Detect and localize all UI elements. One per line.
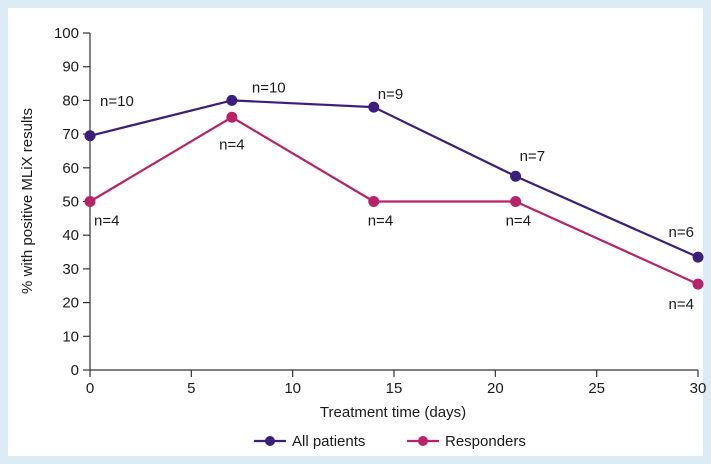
data-point xyxy=(368,196,380,207)
y-axis-label: % with positive MLiX results xyxy=(19,108,36,294)
data-label: n=4 xyxy=(506,213,531,230)
chart-panel xyxy=(8,8,703,456)
y-tick-label: 10 xyxy=(62,328,79,345)
data-label: n=9 xyxy=(378,86,403,103)
data-point xyxy=(226,111,238,123)
x-tick-label: 25 xyxy=(588,380,605,397)
data-labels: n=10 n=10 n=9 n=7 n=6 n=4 n=4 n=4 n=4 n=4 xyxy=(94,79,694,313)
axes: 0 10 20 30 40 50 60 70 80 90 100 0 5 10 15 20 25 30 xyxy=(54,25,706,397)
y-tick-label: 0 xyxy=(71,362,79,379)
data-point xyxy=(510,170,522,182)
series-lines xyxy=(84,94,704,290)
data-point xyxy=(84,130,96,142)
x-tick-label: 5 xyxy=(187,380,195,397)
data-label: n=7 xyxy=(520,148,545,165)
data-label: n=10 xyxy=(252,79,286,96)
x-axis-label: Treatment time (days) xyxy=(320,404,466,421)
data-label: n=4 xyxy=(368,213,393,230)
x-tick-label: 10 xyxy=(284,380,301,397)
data-point xyxy=(692,278,704,290)
data-point xyxy=(510,196,522,207)
x-tick-label: 30 xyxy=(690,380,707,397)
y-tick-label: 90 xyxy=(62,59,79,76)
data-point xyxy=(692,251,704,263)
y-tick-label: 30 xyxy=(62,261,79,278)
data-point xyxy=(84,196,96,207)
y-tick-label: 80 xyxy=(62,92,79,109)
y-tick-label: 40 xyxy=(62,227,79,244)
x-tick-label: 15 xyxy=(386,380,403,397)
legend-swatch-marker xyxy=(265,436,275,446)
legend-item: All patients xyxy=(254,433,365,450)
y-tick-label: 100 xyxy=(54,25,79,42)
data-label: n=4 xyxy=(669,296,694,313)
y-tick-label: 70 xyxy=(62,126,79,143)
data-point xyxy=(368,101,380,113)
y-tick-label: 50 xyxy=(62,194,79,211)
x-tick-label: 20 xyxy=(487,380,504,397)
data-label: n=10 xyxy=(100,93,134,110)
legend-item: Responders xyxy=(407,433,526,450)
data-label: n=6 xyxy=(669,224,694,241)
x-tick-label: 0 xyxy=(86,380,94,397)
series-line-responders xyxy=(89,116,699,286)
y-tick-label: 20 xyxy=(62,295,79,312)
y-tick-label: 60 xyxy=(62,160,79,177)
series-line-all-patients xyxy=(89,99,699,259)
data-point xyxy=(226,94,238,106)
legend-swatch-marker xyxy=(418,436,428,446)
data-label: n=4 xyxy=(94,213,119,230)
legend: All patients Responders xyxy=(254,433,526,450)
legend-label: All patients xyxy=(292,433,365,450)
legend-label: Responders xyxy=(445,433,526,450)
data-label: n=4 xyxy=(219,136,244,153)
